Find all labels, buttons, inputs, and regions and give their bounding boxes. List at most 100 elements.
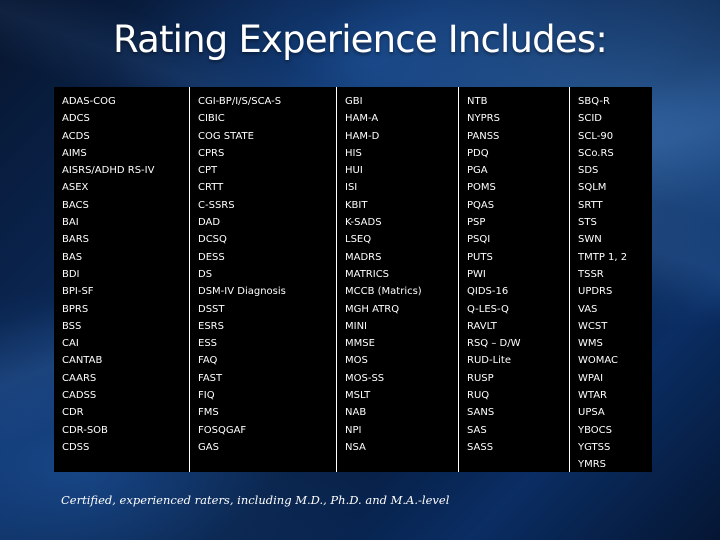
scale-item: BDI bbox=[62, 268, 80, 280]
scale-item: FAQ bbox=[198, 355, 218, 367]
scales-column-1: ADAS-COG ADCS ACDS AIMS AISRS/ADHD RS-IV ASEX… bbox=[54, 87, 190, 472]
scale-item: ESS bbox=[198, 338, 218, 350]
scale-item: TSSR bbox=[578, 268, 604, 280]
scale-item: DSM-IV Diagnosis bbox=[198, 286, 286, 298]
scale-item: PGA bbox=[467, 165, 488, 177]
scale-item: BARS bbox=[62, 234, 89, 246]
scale-item: ISI bbox=[345, 182, 358, 194]
scale-item: POMS bbox=[467, 182, 496, 194]
scales-column-4: NTB NYPRS PANSS PDQ PGA POMS PQAS PSP PSQI PUTS PW… bbox=[459, 87, 570, 472]
scales-column-3: GBI HAM-A HAM-D HIS HUI ISI KBIT K-SADS LSEQ MADR… bbox=[337, 87, 459, 472]
scale-item: C-SSRS bbox=[198, 199, 235, 211]
scale-item: PANSS bbox=[467, 130, 500, 142]
scale-item: MINI bbox=[345, 320, 368, 332]
scale-item: K-SADS bbox=[345, 217, 382, 229]
scale-item: MGH ATRQ bbox=[345, 303, 400, 315]
scale-item: FMS bbox=[198, 407, 219, 419]
scale-item: BACS bbox=[62, 199, 89, 211]
scale-item: SBQ-R bbox=[578, 96, 610, 107]
scale-item: YMRS bbox=[578, 459, 607, 471]
scale-item: CDR-SOB bbox=[62, 424, 108, 436]
scale-item: STS bbox=[578, 217, 597, 229]
scale-item: CDSS bbox=[62, 441, 90, 453]
scale-item: MATRICS bbox=[345, 268, 390, 280]
scale-item: PWI bbox=[467, 268, 486, 280]
scale-item: KBIT bbox=[345, 199, 368, 211]
scale-item: UPDRS bbox=[578, 286, 613, 298]
scale-item: WPAI bbox=[578, 372, 604, 384]
scale-item: MOS-SS bbox=[345, 372, 385, 384]
scale-item: RUQ bbox=[467, 390, 490, 402]
scale-item: RUD-Lite bbox=[467, 355, 511, 367]
scale-item: NTB bbox=[467, 96, 488, 107]
scale-item: SANS bbox=[467, 407, 495, 419]
scale-item: COG STATE bbox=[198, 130, 254, 142]
scale-item: WCST bbox=[578, 320, 608, 332]
rating-scales-table: ADAS-COG ADCS ACDS AIMS AISRS/ADHD RS-IV ASEX… bbox=[54, 87, 652, 472]
scale-item: NAB bbox=[345, 407, 367, 419]
scale-item: DESS bbox=[198, 251, 225, 263]
scale-item: WTAR bbox=[578, 390, 608, 402]
footnote: Certified, experienced raters, including… bbox=[61, 493, 450, 507]
scale-item: PUTS bbox=[467, 251, 493, 263]
scale-item: MOS bbox=[345, 355, 368, 367]
scale-item: PSQI bbox=[467, 234, 491, 246]
scale-item: SRTT bbox=[578, 199, 603, 211]
scale-item: ADAS-COG bbox=[62, 96, 116, 107]
scale-item: TMTP 1, 2 bbox=[578, 251, 628, 263]
scale-item: NSA bbox=[345, 441, 366, 453]
scale-item: MMSE bbox=[345, 338, 375, 350]
scale-item: YBOCS bbox=[578, 424, 612, 436]
scale-item: AISRS/ADHD RS-IV bbox=[62, 165, 155, 177]
scale-item: FIQ bbox=[198, 390, 215, 402]
scale-item: SQLM bbox=[578, 182, 607, 194]
scale-item: SASS bbox=[467, 441, 494, 453]
scale-item: AIMS bbox=[62, 147, 87, 159]
scale-item: RUSP bbox=[467, 372, 494, 384]
scale-item: CGI-BP/I/S/SCA-S bbox=[198, 96, 282, 107]
scale-item: BSS bbox=[62, 320, 82, 332]
slide-title: Rating Experience Includes: bbox=[113, 18, 608, 61]
scale-item: CIBIC bbox=[198, 113, 225, 125]
scale-item: RSQ – D/W bbox=[467, 338, 521, 350]
scale-item: BAI bbox=[62, 217, 79, 229]
scale-item: HAM-D bbox=[345, 130, 380, 142]
scale-item: DS bbox=[198, 268, 213, 280]
scale-item: GBI bbox=[345, 96, 363, 107]
scales-column-2: CGI-BP/I/S/SCA-S CIBIC COG STATE CPRS CPT CRT… bbox=[190, 87, 337, 472]
scale-item: NYPRS bbox=[467, 113, 500, 125]
scale-item: MADRS bbox=[345, 251, 382, 263]
scale-item: PSP bbox=[467, 217, 486, 229]
scale-item: HIS bbox=[345, 147, 362, 159]
scale-item: HUI bbox=[345, 165, 363, 177]
scale-item: LSEQ bbox=[345, 234, 372, 246]
scale-item: GAS bbox=[198, 441, 219, 453]
scale-item: ESRS bbox=[198, 320, 224, 332]
scale-item: SWN bbox=[578, 234, 602, 246]
scale-item: BAS bbox=[62, 251, 83, 263]
scale-item: WMS bbox=[578, 338, 603, 350]
scale-item: VAS bbox=[578, 303, 598, 315]
scale-item: RAVLT bbox=[467, 320, 497, 332]
scale-item: WOMAC bbox=[578, 355, 619, 367]
scale-item: QIDS-16 bbox=[467, 286, 509, 298]
scale-item: FOSQGAF bbox=[198, 424, 247, 436]
scale-item: DSST bbox=[198, 303, 225, 315]
scale-item: MSLT bbox=[345, 390, 371, 402]
scale-item: ACDS bbox=[62, 130, 90, 142]
scale-item: ASEX bbox=[62, 182, 89, 194]
scale-item: CRTT bbox=[198, 182, 224, 194]
scale-item: ADCS bbox=[62, 113, 90, 125]
scale-item: SDS bbox=[578, 165, 599, 177]
scale-item: DAD bbox=[198, 217, 221, 229]
scale-item: BPRS bbox=[62, 303, 89, 315]
scale-item: MCCB (Matrics) bbox=[345, 286, 422, 298]
scale-item: NPI bbox=[345, 424, 362, 436]
scale-item: SCo.RS bbox=[578, 147, 614, 159]
scale-item: YGTSS bbox=[578, 441, 611, 453]
scale-item: SCL-90 bbox=[578, 130, 614, 142]
scales-column-5: SBQ-R SCID SCL-90 SCo.RS SDS SQLM SRTT STS SWN TM… bbox=[570, 87, 652, 472]
scale-item: CADSS bbox=[62, 390, 97, 402]
scale-item: CPRS bbox=[198, 147, 225, 159]
scale-item: Q-LES-Q bbox=[467, 303, 509, 315]
